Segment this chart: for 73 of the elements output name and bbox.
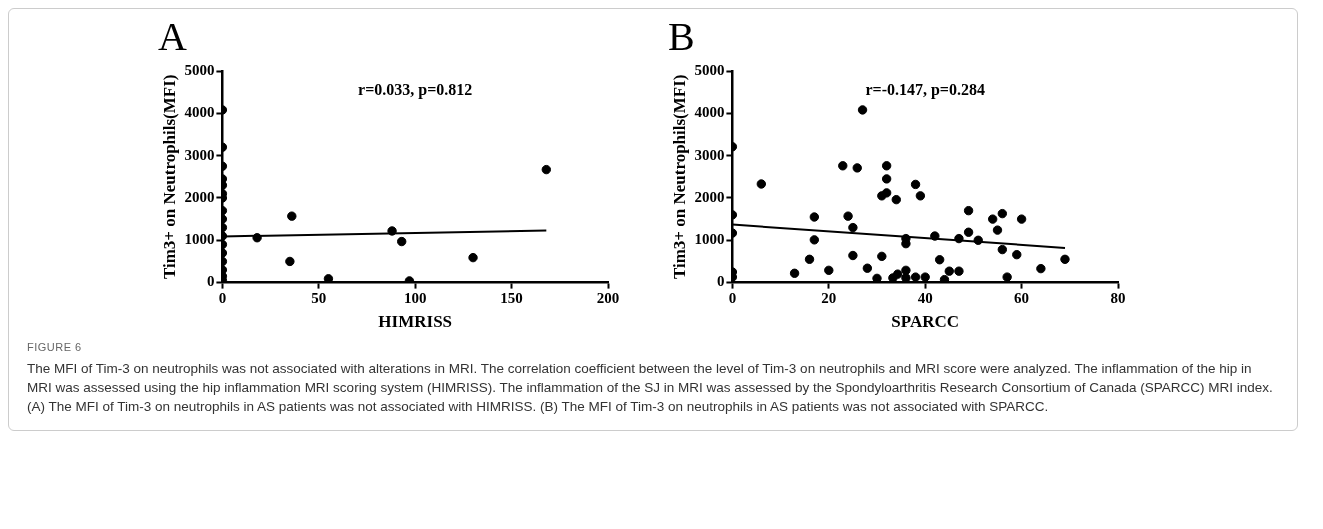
y-tick-label: 1000 (184, 231, 215, 248)
point (901, 265, 911, 276)
x-tick-label: 40 (917, 290, 933, 307)
point (881, 174, 892, 184)
point (934, 255, 945, 265)
x-tick-label: 80 (1110, 290, 1126, 307)
point (891, 194, 901, 205)
point (1060, 254, 1070, 265)
chart-title: B (668, 13, 695, 59)
point (1016, 214, 1027, 224)
point (973, 235, 983, 245)
point (848, 222, 858, 233)
point (1002, 272, 1012, 282)
x-tick-label: 150 (500, 290, 523, 307)
point (756, 179, 767, 189)
x-tick-label: 0 (728, 290, 737, 307)
x-tick-label: 50 (311, 290, 327, 307)
point (852, 163, 862, 173)
point (954, 233, 964, 244)
x-axis-title: HIMRISS (378, 312, 453, 332)
y-tick-label: 0 (206, 273, 215, 290)
y-tick-label: 2000 (694, 188, 725, 205)
y-tick-label: 5000 (184, 61, 215, 78)
point (997, 244, 1008, 255)
point (920, 272, 930, 282)
x-tick-label: 60 (1014, 290, 1030, 307)
point (881, 188, 892, 198)
point (963, 227, 974, 237)
point (893, 269, 903, 279)
point (877, 251, 887, 262)
annotation: r=0.033, p=0.812 (358, 81, 473, 100)
y-tick-label: 1000 (694, 231, 725, 248)
point (848, 250, 858, 261)
point (857, 105, 868, 115)
point (1012, 249, 1022, 260)
y-axis-title: Tim3+ on Neutrophils(MFI) (669, 74, 689, 280)
x-tick-label: 200 (596, 290, 620, 307)
point (963, 205, 974, 216)
y-tick-label: 4000 (694, 104, 725, 121)
x-tick-label: 0 (218, 290, 227, 307)
y-tick-label: 5000 (694, 61, 725, 78)
x-tick-label: 20 (821, 290, 837, 307)
point (843, 211, 853, 221)
text: FIGURE 6 (27, 341, 83, 353)
point (809, 235, 820, 245)
point (910, 272, 921, 282)
point (987, 214, 998, 224)
annotation: r=-0.147, p=0.284 (865, 81, 985, 100)
point (838, 161, 848, 171)
y-tick-label: 3000 (694, 146, 725, 163)
chart-title: A (158, 13, 187, 59)
point (789, 268, 800, 278)
point (944, 266, 954, 276)
y-tick-label: 2000 (184, 188, 215, 205)
point (997, 208, 1008, 219)
point (824, 265, 834, 276)
x-axis-title: SPARCC (891, 312, 960, 332)
point (910, 179, 921, 190)
point (915, 191, 926, 201)
y-tick-label: 3000 (184, 146, 215, 163)
point (954, 266, 964, 276)
text: The MFI of Tim-3 on neutrophils was not associated with alterations in MRI. The correlation coefficient between the level of Tim-3 on neutrophils and MRI score were analyzed. The inflammation of the hip in MRI was assessed using the hip inflammation MRI scoring system (HIMRISS). The inflammation of the SJ in MRI was assessed by the Spondyloarthritis Research Consortium of Canada (SPARCC) MRI index. (A) The MFI of Tim-3 on neutrophils in AS patients was not associated with HIMRISS. (B) The MFI of Tim-3 on neutrophils in AS patients was not associated with SPARCC. (27, 360, 1274, 416)
point (930, 231, 940, 241)
point (809, 212, 820, 222)
x-tick-label: 100 (403, 290, 427, 307)
point (992, 225, 1003, 235)
point (804, 254, 815, 265)
point (1036, 263, 1046, 274)
y-tick-label: 0 (716, 273, 725, 290)
point (881, 161, 892, 171)
y-tick-label: 4000 (184, 104, 215, 121)
y-axis-title: Tim3+ on Neutrophils(MFI) (159, 74, 179, 280)
point (862, 263, 873, 273)
